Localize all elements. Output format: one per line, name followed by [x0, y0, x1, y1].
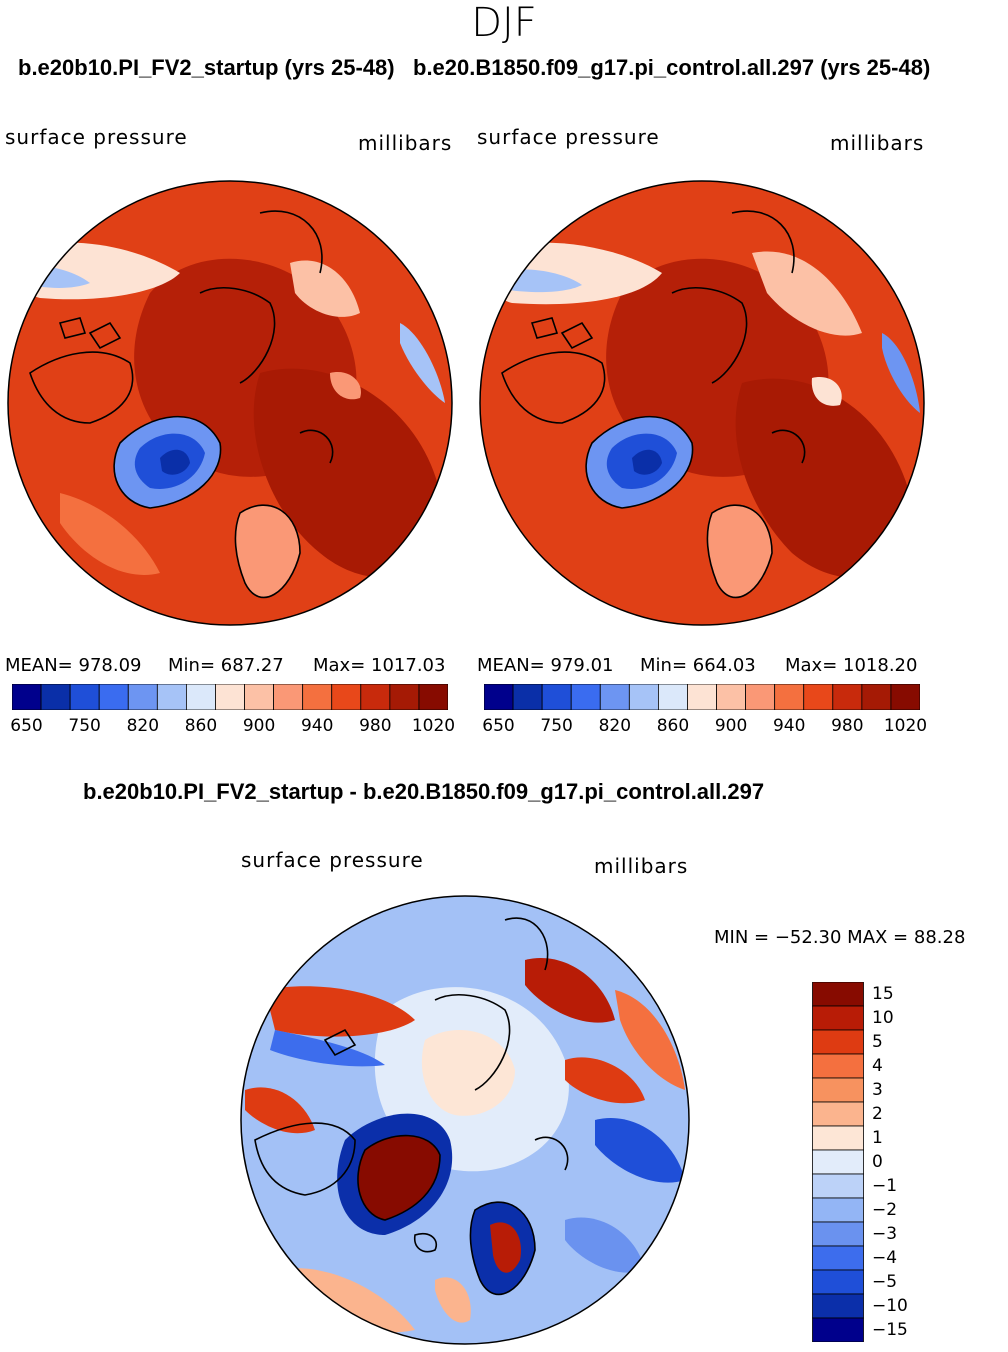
- panel-2-mean: MEAN= 979.01: [477, 655, 614, 676]
- panel-1-polar-map: [7, 180, 453, 626]
- diff-colorbar-tick-label: 3: [872, 1080, 883, 1100]
- diff-colorbar-box: [812, 1029, 864, 1055]
- panel-1-min: Min= 687.27: [168, 655, 284, 676]
- colorbar-box: [745, 684, 776, 710]
- colorbar-box: [360, 684, 391, 710]
- panel-1-variable-label: surface pressure: [5, 125, 188, 149]
- colorbar-tick-label: 900: [714, 716, 748, 736]
- colorbar-box: [832, 684, 863, 710]
- diff-colorbar-box: [812, 982, 864, 1007]
- colorbar-box: [774, 684, 805, 710]
- colorbar-box: [570, 684, 601, 710]
- diff-colorbar-tick-label: −2: [872, 1200, 898, 1220]
- diff-colorbar-tick-label: 1: [872, 1128, 883, 1148]
- colorbar-box: [512, 684, 543, 710]
- diff-colorbar-box: [812, 1245, 864, 1271]
- panel-2-min: Min= 664.03: [640, 655, 756, 676]
- diff-colorbar-box: [812, 1149, 864, 1175]
- panel-2-colorbar: [484, 684, 920, 710]
- colorbar-tick-label: 860: [184, 716, 218, 736]
- season-title: DJF: [471, 0, 537, 46]
- diff-minmax: MIN = −52.30 MAX = 88.28: [714, 927, 966, 948]
- case-a-title: b.e20b10.PI_FV2_startup (yrs 25-48): [18, 55, 395, 80]
- diff-colorbar-box: [812, 1101, 864, 1127]
- colorbar-tick-label: 940: [300, 716, 334, 736]
- diff-colorbar-box: [812, 1077, 864, 1103]
- diff-variable-label: surface pressure: [241, 848, 424, 872]
- case-b-title: b.e20.B1850.f09_g17.pi_control.all.297 (…: [413, 55, 931, 80]
- panel-1-units-label: millibars: [358, 131, 453, 155]
- colorbar-box: [861, 684, 892, 710]
- colorbar-box: [40, 684, 71, 710]
- diff-colorbar-tick-label: 5: [872, 1032, 883, 1052]
- diff-units-label: millibars: [594, 854, 689, 878]
- colorbar-box: [628, 684, 659, 710]
- colorbar-box: [127, 684, 158, 710]
- diff-colorbar-box: [812, 1221, 864, 1247]
- colorbar-tick-label: 820: [598, 716, 632, 736]
- colorbar-tick-label: 750: [68, 716, 101, 736]
- diff-polar-map: [240, 895, 690, 1345]
- diff-colorbar-tick-label: 2: [872, 1104, 883, 1124]
- colorbar-tick-label: 860: [656, 716, 690, 736]
- colorbar-box: [12, 684, 42, 710]
- panel-2-variable-label: surface pressure: [477, 125, 660, 149]
- diff-colorbar-tick-label: −5: [872, 1272, 898, 1292]
- colorbar-box: [215, 684, 245, 710]
- panel-1-mean: MEAN= 978.09: [5, 655, 142, 676]
- diff-colorbar-tick-label: −4: [872, 1248, 898, 1268]
- diff-colorbar-box: [812, 1053, 864, 1079]
- diff-colorbar-tick-label: 0: [872, 1152, 883, 1172]
- colorbar-box: [69, 684, 100, 710]
- colorbar-tick-label: 980: [831, 716, 864, 736]
- colorbar-tick-label: 1020: [411, 716, 456, 736]
- colorbar-tick-label: 650: [482, 716, 515, 736]
- panel-2-polar-map: [479, 180, 925, 626]
- diff-colorbar-box: [812, 1197, 864, 1223]
- colorbar-box: [185, 684, 216, 710]
- diff-colorbar-tick-label: 15: [872, 984, 894, 1004]
- diff-colorbar-box: [812, 1293, 864, 1319]
- colorbar-tick-label: 750: [540, 716, 573, 736]
- colorbar-box: [657, 684, 688, 710]
- colorbar-box: [389, 684, 420, 710]
- panel-1-colorbar: [12, 684, 448, 710]
- diff-colorbar: [812, 982, 864, 1342]
- diff-colorbar-box: [812, 1005, 864, 1031]
- colorbar-tick-label: 900: [242, 716, 276, 736]
- colorbar-box: [484, 684, 514, 710]
- diff-colorbar-box: [812, 1173, 864, 1199]
- colorbar-box: [716, 684, 747, 710]
- diff-colorbar-tick-label: −10: [872, 1296, 908, 1316]
- colorbar-box: [418, 684, 448, 710]
- colorbar-box: [273, 684, 304, 710]
- diff-colorbar-box: [812, 1317, 864, 1342]
- colorbar-box: [156, 684, 187, 710]
- colorbar-box: [302, 684, 333, 710]
- colorbar-box: [599, 684, 630, 710]
- colorbar-tick-label: 1020: [883, 716, 928, 736]
- colorbar-box: [803, 684, 834, 710]
- colorbar-tick-label: 940: [772, 716, 806, 736]
- panel-1-max: Max= 1017.03: [313, 655, 446, 676]
- diff-colorbar-tick-label: −15: [872, 1320, 908, 1340]
- colorbar-box: [890, 684, 920, 710]
- diff-colorbar-tick-label: 10: [872, 1008, 894, 1028]
- diff-colorbar-tick-label: −3: [872, 1224, 898, 1244]
- colorbar-tick-label: 820: [126, 716, 160, 736]
- colorbar-box: [331, 684, 362, 710]
- colorbar-box: [541, 684, 572, 710]
- diff-colorbar-tick-label: −1: [872, 1176, 898, 1196]
- colorbar-tick-label: 650: [10, 716, 43, 736]
- diff-colorbar-tick-label: 4: [872, 1056, 883, 1076]
- diff-title: b.e20b10.PI_FV2_startup - b.e20.B1850.f0…: [83, 779, 765, 804]
- colorbar-box: [687, 684, 717, 710]
- colorbar-box: [98, 684, 129, 710]
- panel-2-max: Max= 1018.20: [785, 655, 918, 676]
- colorbar-box: [244, 684, 275, 710]
- diff-colorbar-box: [812, 1269, 864, 1295]
- panel-2-units-label: millibars: [830, 131, 925, 155]
- diff-colorbar-box: [812, 1125, 864, 1151]
- colorbar-tick-label: 980: [359, 716, 392, 736]
